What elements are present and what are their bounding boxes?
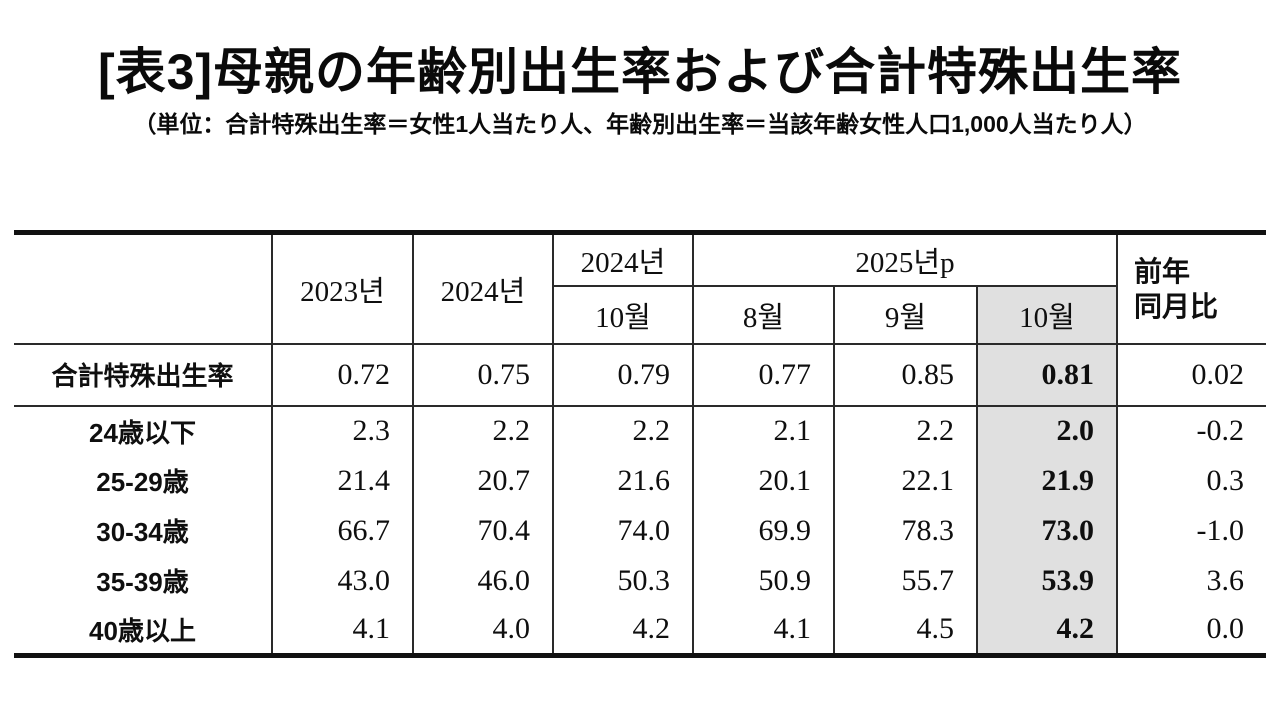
cell-2025-aug: 0.77 — [692, 343, 834, 407]
page-subtitle: （単位：合計特殊出生率＝女性1人当たり人、年齢別出生率＝当該年齢女性人口1,00… — [133, 111, 1147, 137]
cell-2024-oct: 0.79 — [552, 343, 693, 407]
cell-2023: 4.1 — [271, 605, 413, 656]
cell-2025-oct-highlighted: 0.81 — [975, 343, 1118, 407]
corner-cell — [14, 232, 272, 345]
cell-2024: 4.0 — [412, 605, 553, 656]
cell-2024-oct: 74.0 — [552, 505, 693, 556]
cell-2025-sep: 2.2 — [833, 405, 977, 456]
table-row-30-34: 30-34歳 66.7 70.4 74.0 69.9 78.3 73.0 -1.… — [14, 505, 1267, 556]
cell-2024-oct: 21.6 — [552, 455, 693, 506]
cell-2025-aug: 2.1 — [692, 405, 834, 456]
cell-2025-oct-highlighted: 73.0 — [975, 505, 1118, 556]
cell-yoy: 0.0 — [1116, 605, 1267, 656]
row-label: 30-34歳 — [96, 517, 189, 547]
row-label: 40歳以上 — [89, 615, 196, 646]
col-header-2024: 2024년 — [412, 232, 553, 345]
cell-2025-sep: 78.3 — [833, 505, 977, 556]
col-header-2024-sub: 2024년 — [552, 232, 693, 287]
cell-2023: 21.4 — [271, 455, 413, 506]
page-title: [表3]母親の年齢別出生率および合計特殊出生率 — [97, 44, 1183, 100]
fertility-table: 2023년 2024년 2024년 2025년p 前年 同月比 10월 8월 9… — [14, 230, 1267, 658]
cell-yoy: -1.0 — [1116, 505, 1267, 556]
col-header-2025-sep: 9월 — [833, 285, 977, 345]
table-row-over-40: 40歳以上 4.1 4.0 4.2 4.1 4.5 4.2 0.0 — [14, 605, 1267, 656]
cell-2024: 46.0 — [412, 555, 553, 606]
cell-2025-oct-highlighted: 53.9 — [975, 555, 1118, 606]
cell-2023: 0.72 — [271, 343, 413, 407]
table-row-total-fertility-rate: 合計特殊出生率 0.72 0.75 0.79 0.77 0.85 0.81 0.… — [14, 343, 1267, 407]
cell-2023: 66.7 — [271, 505, 413, 556]
cell-yoy: 3.6 — [1116, 555, 1267, 606]
cell-yoy: 0.02 — [1116, 343, 1267, 407]
cell-2023: 43.0 — [271, 555, 413, 606]
cell-2025-oct-highlighted: 4.2 — [975, 605, 1118, 656]
cell-2025-aug: 69.9 — [692, 505, 834, 556]
cell-2025-sep: 4.5 — [833, 605, 977, 656]
row-label: 合計特殊出生率 — [14, 343, 272, 407]
cell-2025-oct-highlighted: 2.0 — [975, 405, 1118, 456]
cell-2025-oct-highlighted: 21.9 — [975, 455, 1118, 506]
cell-2025-sep: 22.1 — [833, 455, 977, 506]
yoy-header-line2: 同月比 — [1134, 290, 1219, 322]
col-header-2024-oct: 10월 — [552, 285, 693, 345]
yoy-header-line1: 前年 — [1134, 255, 1191, 287]
row-label: 25-29歳 — [96, 467, 189, 497]
cell-2024: 20.7 — [412, 455, 553, 506]
table-row-under-24: 24歳以下 2.3 2.2 2.2 2.1 2.2 2.0 -0.2 — [14, 405, 1267, 456]
header-row-2: 10월 8월 9월 10월 — [14, 285, 1266, 345]
cell-2024: 70.4 — [412, 505, 553, 556]
row-label: 35-39歳 — [96, 567, 189, 597]
cell-2025-sep: 0.85 — [833, 343, 977, 407]
col-header-2025p: 2025년p — [691, 232, 1118, 287]
cell-2024: 2.2 — [412, 405, 553, 456]
cell-yoy: -0.2 — [1116, 405, 1267, 456]
col-header-yoy: 前年 同月比 — [1116, 232, 1267, 345]
col-header-2025-aug: 8월 — [692, 285, 834, 345]
page: [表3]母親の年齢別出生率および合計特殊出生率 （単位：合計特殊出生率＝女性1人… — [0, 42, 1280, 720]
cell-2025-aug: 20.1 — [692, 455, 834, 506]
cell-2025-aug: 50.9 — [692, 555, 834, 606]
table-row-25-29: 25-29歳 21.4 20.7 21.6 20.1 22.1 21.9 0.3 — [14, 455, 1267, 506]
row-label: 24歳以下 — [89, 417, 196, 448]
col-header-2025-oct-highlighted: 10월 — [975, 285, 1118, 345]
cell-2025-aug: 4.1 — [692, 605, 834, 656]
cell-2024-oct: 4.2 — [552, 605, 693, 656]
cell-2023: 2.3 — [271, 405, 413, 456]
col-header-2023: 2023년 — [271, 232, 413, 345]
cell-2024-oct: 2.2 — [552, 405, 693, 456]
table-row-35-39: 35-39歳 43.0 46.0 50.3 50.9 55.7 53.9 3.6 — [14, 555, 1267, 606]
cell-2024: 0.75 — [412, 343, 553, 407]
cell-2025-sep: 55.7 — [833, 555, 977, 606]
cell-yoy: 0.3 — [1116, 455, 1267, 506]
cell-2024-oct: 50.3 — [552, 555, 693, 606]
header-row-1: 2023년 2024년 2024년 2025년p 前年 同月比 — [14, 232, 1267, 345]
